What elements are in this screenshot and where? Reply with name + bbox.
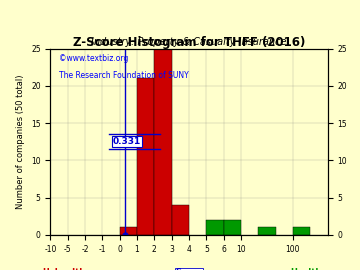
Text: Healthy: Healthy (290, 268, 327, 270)
Text: The Research Foundation of SUNY: The Research Foundation of SUNY (59, 71, 189, 80)
Bar (224, 220, 241, 235)
Text: 0.331: 0.331 (113, 137, 141, 146)
Y-axis label: Number of companies (50 total): Number of companies (50 total) (17, 75, 26, 209)
Bar (258, 227, 276, 235)
Bar (293, 227, 310, 235)
Bar (154, 49, 172, 235)
Bar (172, 205, 189, 235)
Text: Score: Score (176, 268, 202, 270)
Text: Unhealthy: Unhealthy (42, 268, 91, 270)
Text: ©www.textbiz.org: ©www.textbiz.org (59, 54, 128, 63)
Title: Z-Score Histogram for THFF (2016): Z-Score Histogram for THFF (2016) (73, 36, 305, 49)
Bar (206, 220, 224, 235)
Bar (137, 78, 154, 235)
Bar (120, 227, 137, 235)
Text: Industry: Property & Casualty Insurance: Industry: Property & Casualty Insurance (91, 37, 287, 47)
